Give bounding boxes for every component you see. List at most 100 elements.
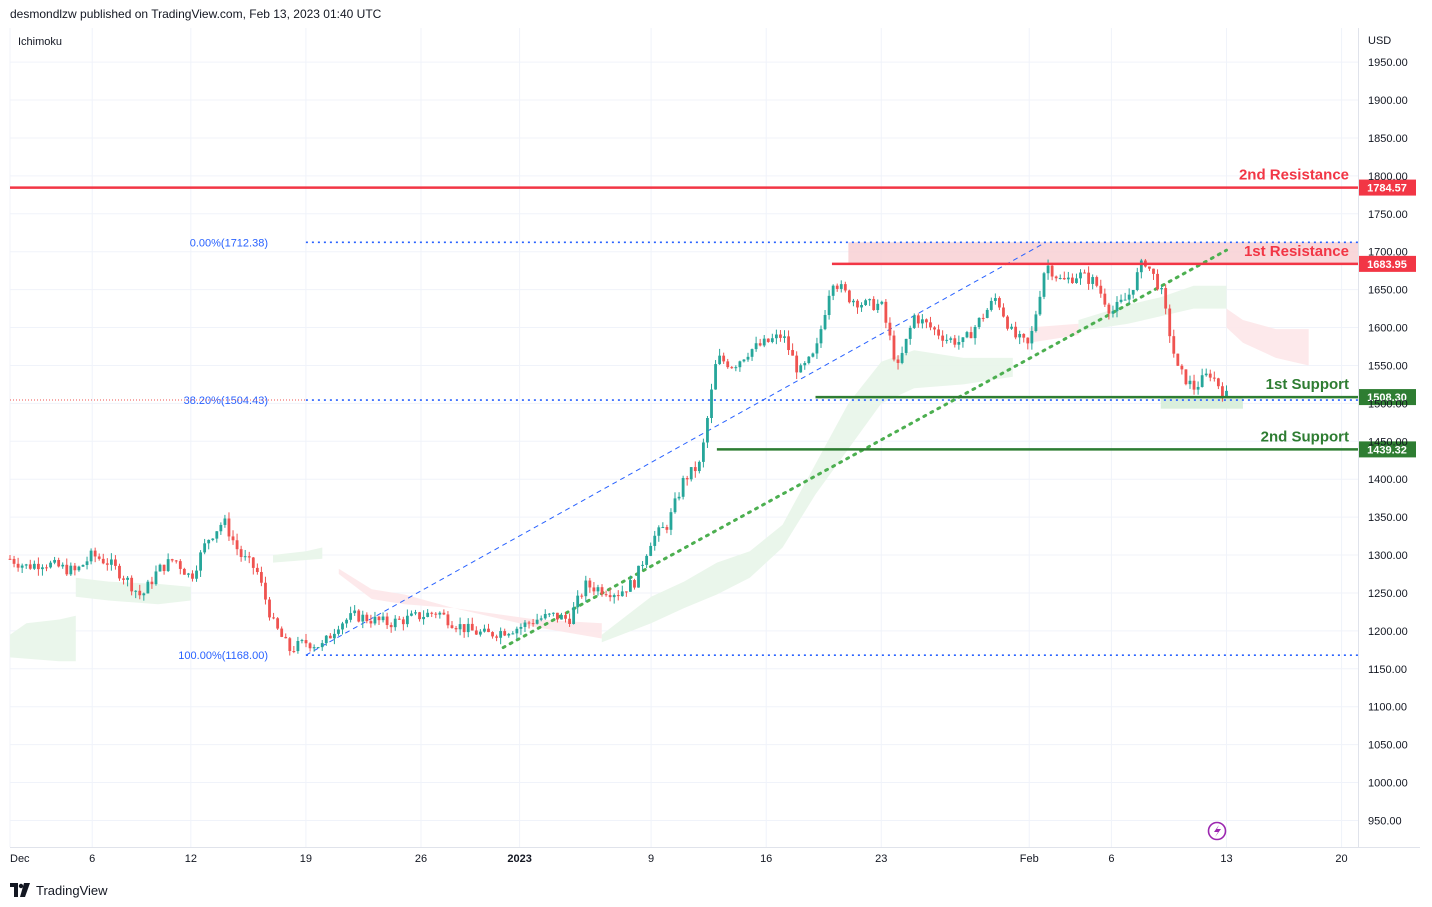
fib-level-label: 38.20%(1504.43) (184, 395, 268, 407)
candle-body (243, 556, 247, 558)
candle-body (945, 339, 949, 341)
candle-body (20, 565, 24, 568)
currency-label: USD (1368, 35, 1391, 47)
candle-body (239, 549, 243, 557)
candle-body (1034, 314, 1038, 331)
candle-body (957, 342, 961, 345)
x-tick-label: 2023 (507, 853, 531, 865)
candle-body (677, 496, 681, 499)
candle-body (1172, 336, 1176, 354)
plot-frame (10, 28, 1420, 848)
candle-body (641, 564, 644, 566)
candle-body (174, 560, 178, 562)
candle-body (900, 352, 904, 363)
candle-body (231, 536, 235, 541)
candle-body (774, 334, 778, 339)
y-tick-label: 950.00 (1368, 815, 1402, 827)
fibonacci-retracement: 0.00%(1712.38) 38.20%(1504.43) 100.00%(116… (10, 237, 1358, 662)
candle-body (1131, 289, 1135, 295)
candle-body (1115, 301, 1119, 312)
candle-body (442, 612, 446, 615)
candle-body (908, 327, 912, 339)
candle-body (608, 595, 612, 598)
candle-body (499, 631, 503, 638)
candle-body (1225, 390, 1228, 397)
candle-body (320, 643, 324, 648)
candle-body (1188, 380, 1192, 385)
candle-body (24, 564, 28, 566)
candle-body (568, 618, 571, 624)
candle-body (669, 512, 673, 530)
y-tick-label: 1850.00 (1368, 133, 1408, 145)
candle-body (454, 628, 458, 630)
candle-body (633, 580, 636, 588)
candle-body (65, 564, 69, 575)
y-tick-label: 1000.00 (1368, 778, 1408, 790)
candle-body (637, 565, 640, 588)
candle-body (973, 326, 977, 339)
y-tick-label: 1900.00 (1368, 95, 1408, 107)
candle-body (296, 640, 300, 652)
candle-body (1160, 288, 1164, 290)
price-axis: 1950.00 1900.00 1850.00 1800.00 1750.00 1700.… (1368, 57, 1408, 827)
candle-body (345, 619, 348, 624)
candle-body (560, 615, 563, 620)
candle-body (170, 559, 174, 561)
candle-body (41, 567, 44, 570)
candle-body (920, 319, 924, 324)
candle-body (612, 595, 616, 598)
indicator-label[interactable]: Ichimoku (18, 36, 62, 48)
candle-body (130, 577, 134, 592)
x-tick-label: 12 (185, 853, 197, 865)
candle-body (839, 284, 843, 289)
y-tick-label: 1450.00 (1368, 436, 1408, 448)
candle-body (381, 616, 385, 621)
candle-body (397, 618, 401, 620)
candle-body (925, 319, 928, 323)
candle-body (929, 322, 932, 328)
candle-body (1079, 272, 1082, 279)
candle-body (807, 356, 811, 364)
candle-body (795, 355, 799, 373)
candle-body (722, 355, 726, 362)
candle-body (718, 355, 722, 365)
candle-body (1099, 285, 1103, 294)
candle-body (288, 638, 292, 652)
fib-level-label: 0.00%(1712.38) (190, 237, 268, 249)
candle-body (937, 329, 940, 336)
candle-body (219, 524, 223, 532)
candle-body (373, 616, 377, 624)
candle-body (1058, 277, 1062, 279)
candle-body (292, 651, 296, 653)
candle-body (215, 531, 219, 539)
candle-body (779, 334, 782, 338)
candle-body (483, 628, 486, 632)
candle-body (1095, 277, 1099, 286)
candle-body (989, 300, 993, 310)
y-tick-label: 1250.00 (1368, 588, 1408, 600)
candle-body (604, 594, 608, 596)
tradingview-logo-icon[interactable] (10, 883, 30, 897)
candle-body (596, 587, 600, 592)
candle-body (961, 337, 965, 343)
candle-body (503, 631, 507, 636)
candle-body (36, 563, 40, 570)
brand-name[interactable]: TradingView (36, 882, 108, 898)
candle-body (85, 561, 89, 565)
candle-body (69, 565, 73, 575)
candle-body (377, 616, 381, 621)
candle-body (1054, 276, 1058, 279)
candle-body (876, 303, 880, 311)
candle-body (393, 618, 397, 628)
candle-body (203, 543, 207, 553)
candle-body (49, 562, 52, 568)
candle-body (12, 558, 16, 564)
candle-body (819, 329, 823, 344)
candle-body (126, 577, 129, 580)
candle-body (1066, 277, 1070, 280)
candle-body (474, 630, 478, 635)
candle-body (1075, 278, 1078, 284)
price-badge (1359, 389, 1416, 406)
lightning-icon[interactable] (1207, 821, 1227, 841)
